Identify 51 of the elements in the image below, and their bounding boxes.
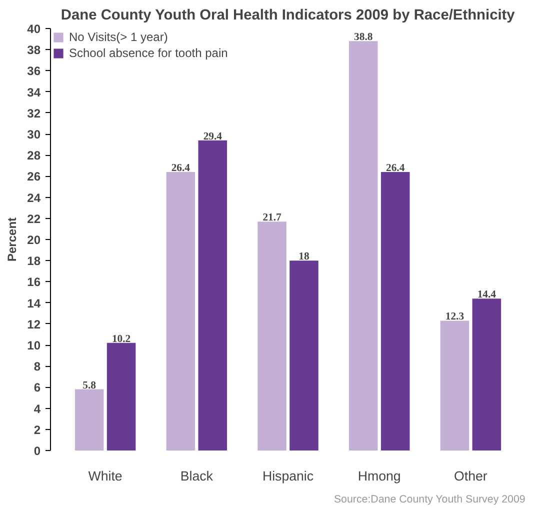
bar bbox=[258, 222, 286, 450]
y-tick-label: 34 bbox=[27, 85, 41, 100]
y-tick-label: 40 bbox=[27, 22, 41, 36]
bar bbox=[198, 140, 228, 450]
x-tick-label: Black bbox=[180, 468, 214, 484]
y-tick-label: 4 bbox=[34, 402, 41, 416]
y-axis-title: Percent bbox=[5, 217, 20, 262]
data-label: 38.8 bbox=[354, 32, 373, 44]
bar bbox=[106, 342, 136, 450]
y-tick-label: 10 bbox=[27, 338, 41, 352]
data-label: 26.4 bbox=[171, 162, 191, 174]
data-label: 10.2 bbox=[112, 334, 131, 345]
y-tick-label: 32 bbox=[27, 106, 41, 120]
bar bbox=[380, 172, 410, 450]
bar bbox=[166, 172, 196, 450]
y-tick-label: 0 bbox=[34, 444, 41, 458]
legend-label: No Visits(> 1 year) bbox=[69, 30, 168, 44]
data-label: 5.8 bbox=[82, 380, 96, 392]
source-note: Source:Dane County Youth Survey 2009 bbox=[334, 494, 526, 506]
y-tick-label: 14 bbox=[27, 296, 41, 310]
y-tick-label: 8 bbox=[34, 360, 41, 374]
y-tick-label: 26 bbox=[27, 170, 41, 184]
y-tick-label: 36 bbox=[27, 64, 41, 78]
y-tick-label: 6 bbox=[34, 380, 41, 395]
y-tick-label: 16 bbox=[27, 275, 41, 290]
y-tick-label: 12 bbox=[27, 317, 41, 332]
y-tick-label: 28 bbox=[27, 148, 41, 163]
bar bbox=[290, 260, 318, 450]
chart-title: Dane County Youth Oral Health Indicators 2009 by Race/Ethnicity bbox=[60, 8, 516, 24]
bar bbox=[440, 320, 470, 450]
x-tick-label: Hispanic bbox=[262, 468, 314, 484]
bar bbox=[472, 298, 502, 450]
x-tick-label: Hmong bbox=[358, 468, 401, 484]
data-label: 21.7 bbox=[262, 212, 282, 224]
data-label: 12.3 bbox=[445, 312, 464, 323]
y-tick-label: 18 bbox=[27, 254, 41, 268]
y-tick-label: 30 bbox=[27, 128, 41, 142]
y-tick-label: 22 bbox=[27, 212, 41, 226]
bar bbox=[74, 389, 104, 450]
y-tick-label: 2 bbox=[34, 422, 41, 437]
y-tick-label: 20 bbox=[27, 233, 41, 247]
y-tick-label: 24 bbox=[27, 190, 41, 205]
x-tick-label: Other bbox=[454, 468, 488, 484]
data-label: 26.4 bbox=[386, 162, 406, 174]
data-label: 29.4 bbox=[203, 131, 223, 142]
bar bbox=[348, 41, 378, 450]
legend-label: School absence for tooth pain bbox=[69, 46, 228, 60]
y-tick-label: 38 bbox=[27, 43, 41, 58]
data-label: 14.4 bbox=[477, 290, 497, 301]
data-label: 18 bbox=[298, 252, 310, 263]
x-tick-label: White bbox=[88, 468, 122, 484]
